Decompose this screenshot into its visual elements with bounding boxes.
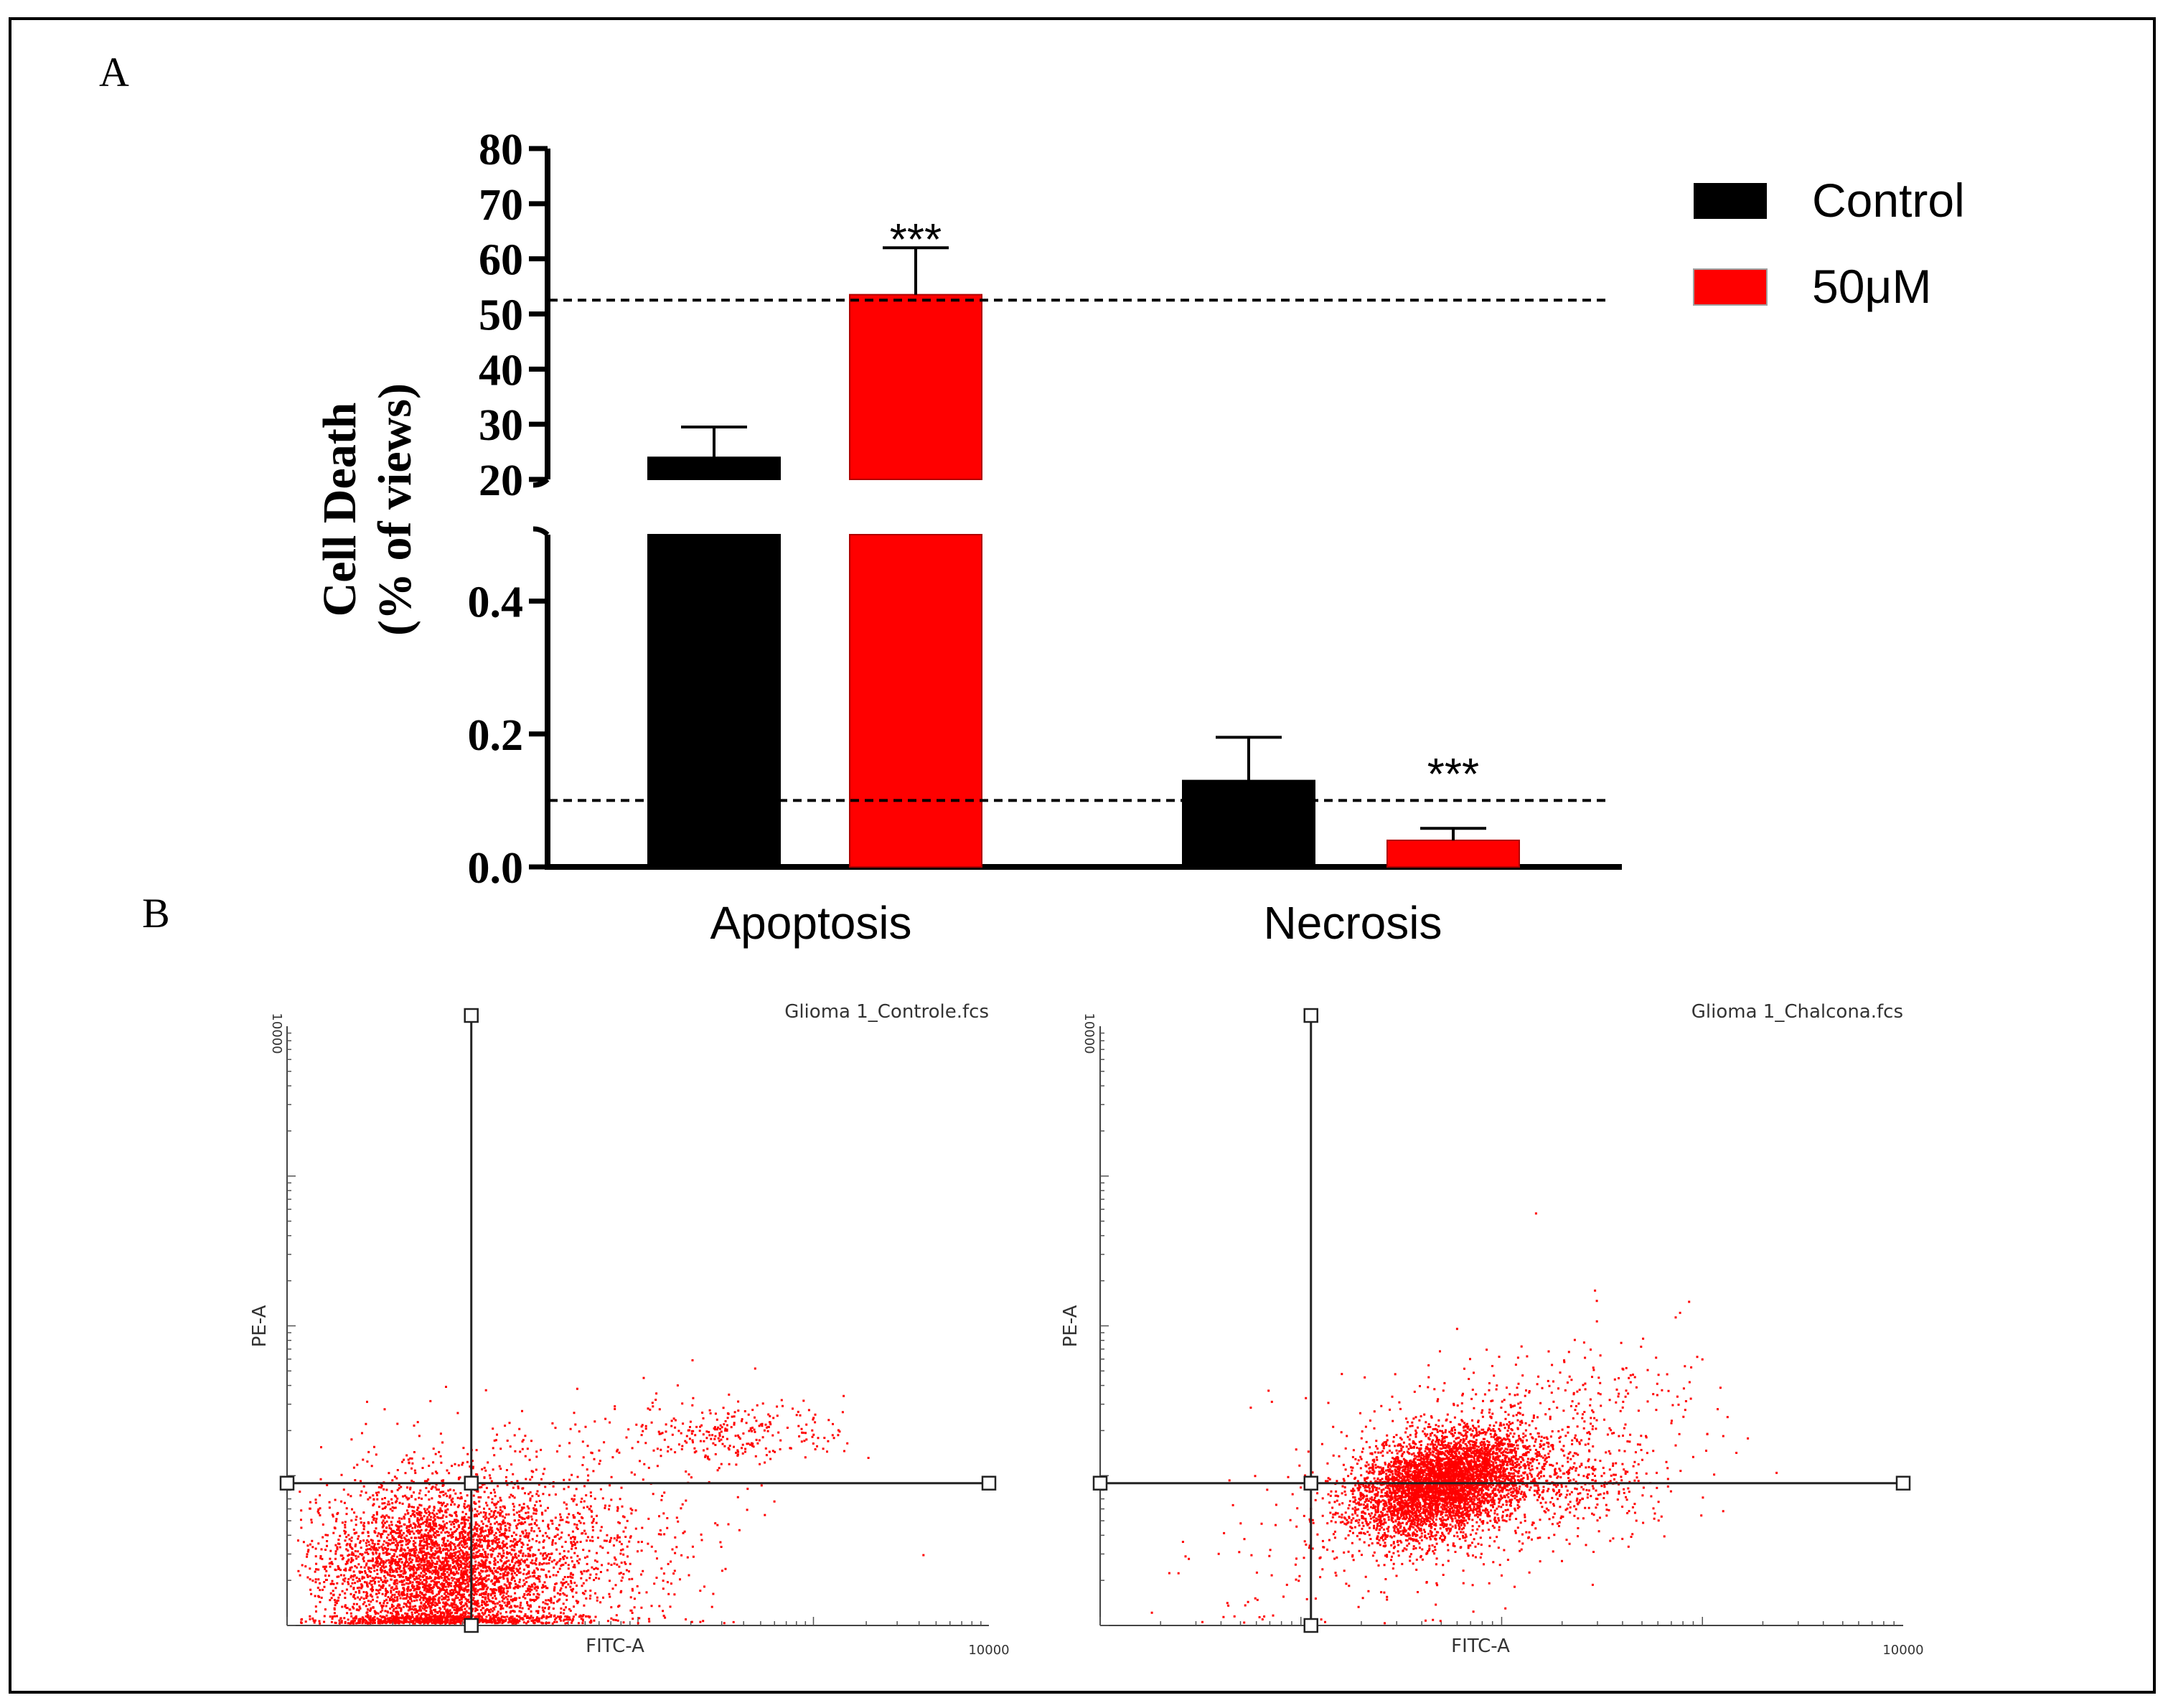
y-tick-label: 0.4 bbox=[468, 578, 524, 627]
legend-label-control: Control bbox=[1812, 174, 1965, 227]
category-label-apoptosis: Apoptosis bbox=[710, 897, 911, 949]
y-axis-label-line1: Cell Death bbox=[314, 403, 366, 617]
flow-y-label: PE-A bbox=[1060, 1305, 1081, 1347]
flow-event-dots bbox=[297, 1359, 925, 1625]
gate-handle bbox=[464, 1618, 479, 1633]
flow-x-label: FITC-A bbox=[1451, 1636, 1510, 1657]
significance-apoptosis: *** bbox=[890, 215, 942, 265]
gate-handle bbox=[1895, 1475, 1911, 1491]
gate-handle bbox=[1303, 1618, 1318, 1633]
flow-x-label: FITC-A bbox=[586, 1636, 644, 1657]
legend-label-treatment: 50μM bbox=[1812, 260, 1931, 313]
legend-swatch-control bbox=[1694, 183, 1767, 219]
y-tick-label: 50 bbox=[479, 291, 523, 340]
panel-a-label: A bbox=[99, 49, 129, 95]
gate-handle bbox=[981, 1475, 997, 1491]
flow-plot-chalcone: Glioma 1_Chalcona.fcs FITC-A PE-A 10000 … bbox=[1060, 1001, 1924, 1658]
flow-y-max-label: 10000 bbox=[269, 1013, 284, 1054]
y-ticks-upper: 20 30 40 50 60 70 80 bbox=[479, 126, 548, 505]
category-label-necrosis: Necrosis bbox=[1264, 897, 1442, 949]
flow-y-max-label: 10000 bbox=[1081, 1013, 1097, 1054]
bar bbox=[849, 534, 982, 868]
y-ticks-lower: 0.0 0.2 0.4 bbox=[468, 578, 548, 893]
reference-lines bbox=[549, 299, 1608, 802]
y-tick-label: 30 bbox=[479, 401, 523, 450]
bar bbox=[849, 294, 982, 480]
bar-chart: 20 30 40 50 60 70 80 0.0 0.2 0.4 Cell Death (% o… bbox=[314, 126, 1965, 949]
gate-handle bbox=[464, 1475, 479, 1491]
flow-plot-control: Glioma 1_Controle.fcs FITC-A PE-A 10000 … bbox=[249, 1001, 1010, 1658]
gate-handle bbox=[1303, 1475, 1318, 1491]
bar bbox=[647, 456, 781, 480]
legend-swatch-treatment bbox=[1693, 268, 1768, 306]
panel-b-label: B bbox=[142, 890, 170, 937]
flow-plot-title: Glioma 1_Controle.fcs bbox=[784, 1001, 989, 1023]
gate-handle bbox=[279, 1475, 295, 1491]
flow-event-dots bbox=[1150, 1212, 1778, 1625]
flow-y-label: PE-A bbox=[249, 1305, 271, 1347]
y-axis-label-line2: (% of views) bbox=[369, 383, 421, 636]
flow-x-max-label: 10000 bbox=[1882, 1643, 1923, 1658]
figure-frame bbox=[9, 17, 2156, 1694]
y-tick-label: 60 bbox=[479, 236, 523, 285]
gate-handle bbox=[1092, 1475, 1108, 1491]
flow-events bbox=[1150, 1212, 1778, 1625]
y-tick-label: 80 bbox=[479, 126, 523, 174]
bar bbox=[1182, 779, 1315, 868]
flow-axis-ticks bbox=[1099, 1032, 1895, 1626]
y-tick-label: 0.2 bbox=[468, 711, 524, 760]
quadrant-gate bbox=[1092, 1008, 1911, 1633]
flow-axis-ticks bbox=[286, 1032, 982, 1626]
legend: Control 50μM bbox=[1693, 174, 1965, 313]
bar bbox=[647, 534, 781, 868]
significance-necrosis: *** bbox=[1427, 750, 1479, 799]
quadrant-gate bbox=[279, 1008, 997, 1633]
y-tick-label: 20 bbox=[479, 456, 523, 505]
flow-x-max-label: 10000 bbox=[968, 1643, 1009, 1658]
bars bbox=[647, 246, 1520, 868]
y-tick-label: 70 bbox=[479, 181, 523, 230]
y-tick-label: 0.0 bbox=[468, 844, 524, 893]
flow-events bbox=[297, 1359, 925, 1625]
gate-handle bbox=[1303, 1008, 1318, 1023]
flow-plot-title: Glioma 1_Chalcona.fcs bbox=[1691, 1001, 1903, 1023]
bar bbox=[1386, 839, 1520, 868]
gate-handle bbox=[464, 1008, 479, 1023]
y-tick-label: 40 bbox=[479, 346, 523, 395]
axis-break-lower bbox=[532, 526, 550, 537]
